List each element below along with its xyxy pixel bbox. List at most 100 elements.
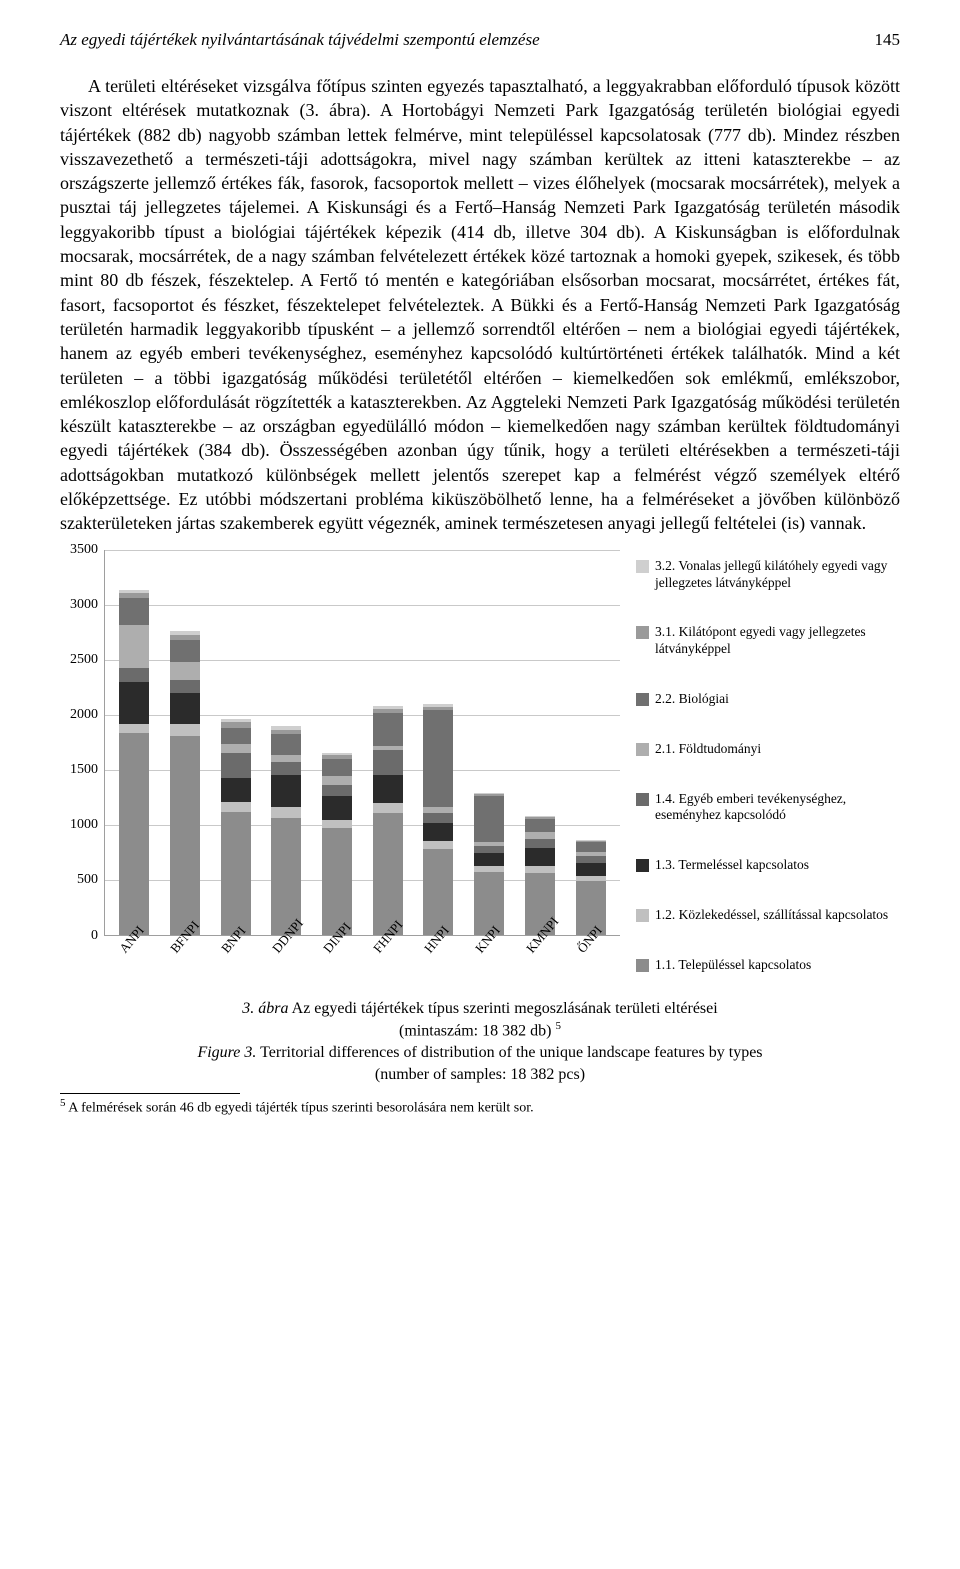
bar-column (574, 550, 608, 935)
bar-stack (271, 726, 301, 934)
legend-label: 3.1. Kilátópont egyedi vagy jellegzetes … (655, 624, 900, 658)
bar-segment (474, 846, 504, 853)
bar-stack (423, 704, 453, 934)
legend-item: 1.1. Településsel kapcsolatos (636, 957, 900, 974)
bar-segment (271, 775, 301, 807)
legend-label: 3.2. Vonalas jellegű kilátóhely egyedi v… (655, 558, 900, 592)
bar-segment (119, 733, 149, 935)
bar-segment (373, 775, 403, 804)
bar-column (421, 550, 455, 935)
legend-item: 2.2. Biológiai (636, 691, 900, 708)
bar-segment (221, 722, 251, 729)
bar-segment (119, 668, 149, 682)
bar-segment (170, 680, 200, 693)
bar-segment (423, 841, 453, 849)
bar-segment (322, 759, 352, 776)
plot-region (104, 550, 620, 936)
caption-sample-hu: (mintaszám: 18 382 db) (399, 1023, 555, 1040)
legend-swatch (636, 859, 649, 872)
bar-stack (322, 753, 352, 935)
bar-segment (322, 776, 352, 785)
bar-segment (525, 848, 555, 867)
bar-segment (271, 755, 301, 762)
bar-segment (119, 598, 149, 626)
bar-stack (119, 590, 149, 934)
legend-item: 2.1. Földtudományi (636, 741, 900, 758)
bar-segment (373, 803, 403, 813)
bar-segment (221, 802, 251, 812)
bar-column (117, 550, 151, 935)
bar-segment (322, 820, 352, 828)
y-tick-label: 2500 (70, 652, 98, 668)
bar-stack (474, 793, 504, 935)
bar-segment (373, 750, 403, 774)
bar-segment (322, 796, 352, 820)
legend-label: 2.1. Földtudományi (655, 741, 761, 758)
bar-segment (576, 863, 606, 876)
caption-sample-en: (number of samples: 18 382 pcs) (60, 1064, 900, 1086)
y-tick-label: 2000 (70, 707, 98, 723)
bar-segment (474, 853, 504, 866)
bar-segment (221, 812, 251, 934)
bar-segment (322, 828, 352, 935)
bar-segment (525, 866, 555, 873)
bar-column (523, 550, 557, 935)
legend-item: 3.1. Kilátópont egyedi vagy jellegzetes … (636, 624, 900, 658)
legend-swatch (636, 959, 649, 972)
bar-column (472, 550, 506, 935)
bar-segment (322, 785, 352, 796)
bar-segment (271, 807, 301, 818)
bar-segment (170, 736, 200, 935)
bar-segment (423, 849, 453, 935)
bar-segment (271, 762, 301, 775)
bar-segment (170, 640, 200, 662)
bar-segment (170, 662, 200, 680)
main-paragraph: A területi eltéréseket vizsgálva főtípus… (60, 74, 900, 536)
bar-segment (221, 778, 251, 802)
footnote-text: A felmérések során 46 db egyedi tájérték… (66, 1101, 534, 1116)
legend-swatch (636, 693, 649, 706)
legend-item: 3.2. Vonalas jellegű kilátóhely egyedi v… (636, 558, 900, 592)
footnote-rule (60, 1093, 240, 1094)
bar-segment (525, 839, 555, 848)
legend-swatch (636, 793, 649, 806)
bar-segment (423, 823, 453, 842)
legend-item: 1.2. Közlekedéssel, szállítással kapcsol… (636, 907, 900, 924)
y-tick-label: 3000 (70, 597, 98, 613)
running-title: Az egyedi tájértékek nyilvántartásának t… (60, 30, 540, 50)
caption-text-hu: Az egyedi tájértékek típus szerinti mego… (289, 1000, 718, 1017)
y-tick-label: 1500 (70, 762, 98, 778)
legend-swatch (636, 626, 649, 639)
legend-label: 1.3. Termeléssel kapcsolatos (655, 857, 809, 874)
bar-segment (423, 710, 453, 807)
bar-segment (576, 856, 606, 863)
x-axis: ANPIBFNPIBNPIDDNPIDINPIFHNPIHNPIKNPIKMNP… (104, 936, 620, 980)
bar-segment (423, 813, 453, 823)
caption-footnote-marker: 5 (555, 1020, 561, 1032)
bar-column (371, 550, 405, 935)
chart-plot: 0500100015002000250030003500 ANPIBFNPIBN… (60, 550, 620, 980)
bar-stack (221, 719, 251, 935)
y-axis: 0500100015002000250030003500 (60, 550, 104, 936)
bar-column (320, 550, 354, 935)
bar-stack (170, 631, 200, 934)
bar-segment (221, 728, 251, 743)
legend-item: 1.3. Termeléssel kapcsolatos (636, 857, 900, 874)
caption-fig-label-hu: 3. ábra (242, 1000, 288, 1017)
bar-segment (221, 753, 251, 778)
legend-swatch (636, 909, 649, 922)
bar-segment (474, 796, 504, 842)
page-number: 145 (875, 30, 901, 50)
bar-segment (119, 724, 149, 733)
legend-label: 1.1. Településsel kapcsolatos (655, 957, 811, 974)
caption-fig-label-en: Figure 3. (197, 1044, 256, 1061)
bar-segment (373, 813, 403, 934)
legend-label: 2.2. Biológiai (655, 691, 729, 708)
bar-segment (576, 842, 606, 852)
page-header: Az egyedi tájértékek nyilvántartásának t… (60, 30, 900, 50)
bar-stack (576, 840, 606, 934)
bar-stack (373, 706, 403, 935)
figure-caption: 3. ábra Az egyedi tájértékek típus szeri… (60, 998, 900, 1086)
bar-segment (525, 832, 555, 839)
bar-column (219, 550, 253, 935)
